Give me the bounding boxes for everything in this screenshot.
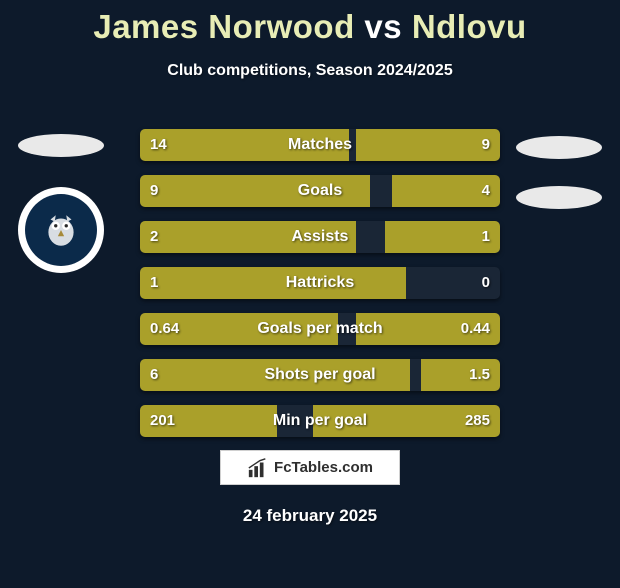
stat-row: 149Matches xyxy=(140,129,500,161)
stat-label: Goals per match xyxy=(140,313,500,345)
page-title: James Norwood vs Ndlovu xyxy=(0,8,620,46)
brand-text: FcTables.com xyxy=(274,459,373,476)
stat-label: Matches xyxy=(140,129,500,161)
stat-row: 10Hattricks xyxy=(140,267,500,299)
stat-label: Hattricks xyxy=(140,267,500,299)
stat-label: Assists xyxy=(140,221,500,253)
date-text: 24 february 2025 xyxy=(0,506,620,526)
stat-row: 0.640.44Goals per match xyxy=(140,313,500,345)
club-badge-inner xyxy=(25,194,97,266)
stat-row: 21Assists xyxy=(140,221,500,253)
stat-row: 94Goals xyxy=(140,175,500,207)
stat-row: 61.5Shots per goal xyxy=(140,359,500,391)
chart-icon xyxy=(247,457,269,479)
player2-name: Ndlovu xyxy=(412,8,527,45)
stat-label: Shots per goal xyxy=(140,359,500,391)
player2-placeholder-1 xyxy=(516,136,602,159)
player1-placeholder-1 xyxy=(18,134,104,157)
stat-label: Goals xyxy=(140,175,500,207)
brand-logo: FcTables.com xyxy=(220,450,400,485)
stat-label: Min per goal xyxy=(140,405,500,437)
comparison-bars: 149Matches 94Goals 21Assists 10Hattricks 0.6… xyxy=(140,129,500,451)
subtitle: Club competitions, Season 2024/2025 xyxy=(0,62,620,80)
vs-text: vs xyxy=(364,8,402,45)
player2-placeholder-2 xyxy=(516,186,602,209)
stat-row: 201285Min per goal xyxy=(140,405,500,437)
club-badge xyxy=(18,187,104,273)
player1-name: James Norwood xyxy=(93,8,354,45)
owl-icon xyxy=(40,209,82,251)
